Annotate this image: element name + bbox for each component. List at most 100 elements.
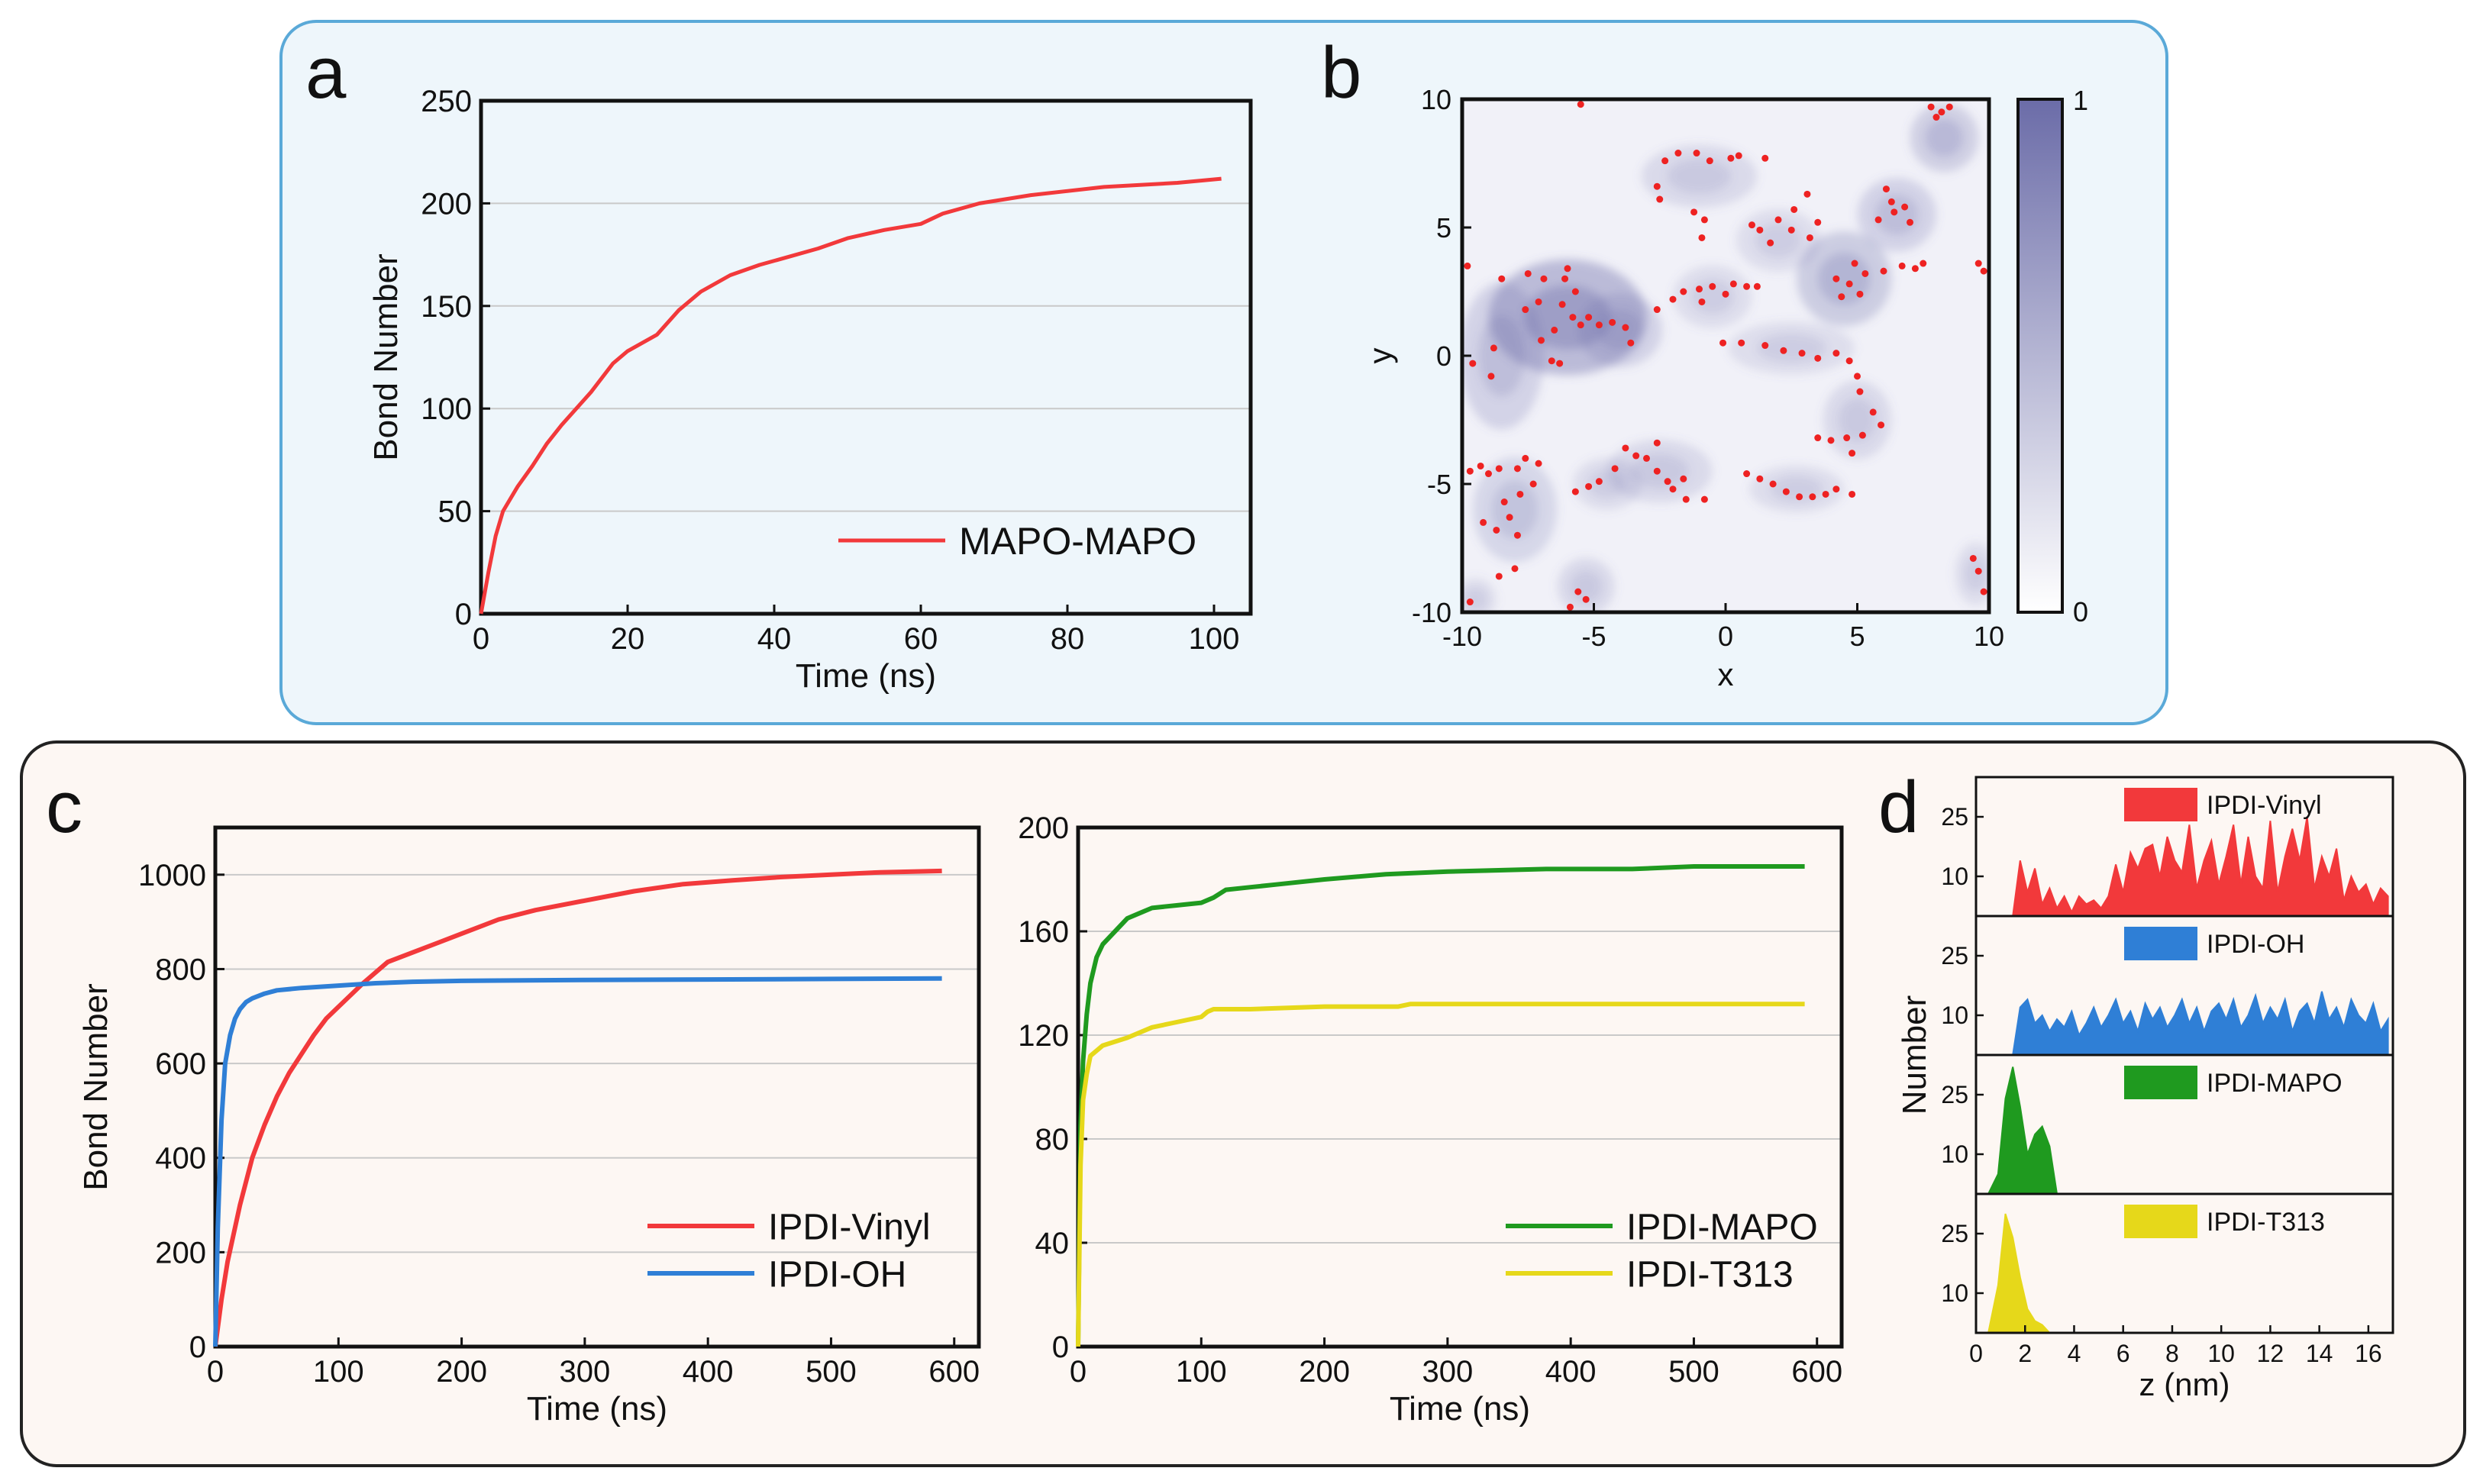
density-point (1595, 478, 1603, 486)
series-line-ipdi-vinyl (213, 868, 942, 1347)
density-point (1878, 421, 1885, 429)
density-point (1782, 488, 1790, 495)
x-tick-label: 0 (1718, 621, 1733, 652)
y-tick-label: 150 (421, 290, 472, 324)
density-point (1700, 495, 1708, 503)
density-point (1882, 186, 1890, 193)
density-blob-core (1667, 159, 1732, 194)
y-tick-label: 250 (421, 85, 472, 118)
x-tick-label: 10 (2207, 1340, 2235, 1367)
density-point (1627, 339, 1635, 347)
density-point (1698, 298, 1706, 305)
density-point (1727, 154, 1735, 162)
density-point (1774, 216, 1782, 224)
density-point (1622, 444, 1629, 452)
x-tick-label: 0 (473, 622, 489, 656)
density-point (1907, 218, 1913, 226)
y-axis-label: Bond Number (367, 253, 405, 460)
density-point (1887, 198, 1895, 205)
x-tick-label: 2 (2018, 1340, 2032, 1367)
x-axis-label: Time (ns) (1390, 1390, 1530, 1428)
density-point (1849, 490, 1856, 498)
y-tick-label: 5 (1436, 212, 1451, 244)
density-blob-core (1874, 194, 1919, 235)
density-point (1495, 573, 1503, 580)
density-point (1874, 216, 1882, 224)
density-point (1719, 339, 1727, 347)
y-tick-label: 10 (1941, 863, 1968, 890)
series-line-ipdi-oh (213, 976, 942, 1347)
y-tick-label: 120 (1018, 1019, 1069, 1053)
density-point (1466, 598, 1474, 606)
x-tick-label: 400 (1545, 1355, 1597, 1389)
density-blob-core (1464, 588, 1487, 611)
y-tick-label: 25 (1941, 1081, 1968, 1108)
legend-label: IPDI-MAPO (1626, 1207, 1818, 1247)
density-point (1756, 226, 1764, 234)
x-tick-label: 0 (1969, 1340, 1983, 1367)
legend-label: IPDI-T313 (1626, 1254, 1794, 1295)
density-point (1490, 344, 1497, 352)
density-point (1767, 239, 1774, 247)
density-point (1696, 286, 1703, 293)
density-point (1806, 234, 1813, 241)
x-tick-label: 10 (1974, 621, 2004, 652)
y-tick-label: 25 (1941, 942, 1968, 969)
y-tick-label: 200 (155, 1236, 206, 1269)
density-point (1769, 480, 1777, 488)
x-tick-label: 5 (1849, 621, 1865, 652)
x-tick-label: 20 (611, 622, 645, 656)
y-tick-label: 400 (155, 1142, 206, 1176)
x-tick-label: 100 (313, 1355, 364, 1389)
density-layer (1462, 103, 1989, 612)
legend-swatch (2124, 788, 2197, 821)
density-point (1682, 495, 1690, 503)
y-tick-label: 1000 (138, 859, 206, 892)
density-point (1898, 262, 1906, 269)
density-point (1493, 526, 1500, 534)
y-tick-label: 25 (1941, 803, 1968, 831)
density-point (1706, 157, 1713, 165)
density-point (1891, 208, 1898, 216)
density-point (1643, 454, 1650, 462)
density-point (1974, 567, 1982, 575)
density-point (1854, 373, 1861, 380)
subplot-frame (1974, 1192, 2394, 1334)
density-point (1480, 518, 1487, 526)
y-tick-label: -10 (1412, 597, 1451, 628)
legend-swatch (2124, 927, 2197, 960)
density-point (1513, 465, 1521, 473)
y-tick-label: 0 (1052, 1331, 1069, 1364)
density-point (1516, 490, 1524, 498)
density-point (1511, 565, 1519, 573)
y-tick-label: 80 (1035, 1123, 1070, 1157)
density-point (1735, 152, 1742, 160)
x-tick-label: 4 (2068, 1340, 2081, 1367)
density-point (1653, 467, 1661, 475)
panel-label-d: d (1878, 766, 1919, 848)
density-point (1856, 290, 1864, 298)
x-tick-label: 6 (2117, 1340, 2130, 1367)
density-point (1656, 195, 1664, 203)
density-point (1571, 288, 1579, 295)
density-point (1843, 434, 1851, 442)
density-point (1787, 226, 1795, 234)
density-point (1858, 431, 1866, 439)
x-tick-label: -5 (1581, 621, 1606, 652)
panel-label-a: a (305, 32, 347, 114)
x-tick-label: 600 (928, 1355, 980, 1389)
density-point (1669, 295, 1677, 303)
density-point (1920, 260, 1927, 267)
density-point (1911, 265, 1919, 273)
legend-label: IPDI-Vinyl (2207, 791, 2322, 820)
x-tick-label: 500 (806, 1355, 857, 1389)
density-point (1729, 280, 1737, 288)
density-point (1861, 269, 1869, 277)
density-point (1822, 490, 1829, 498)
density-point (1585, 482, 1593, 490)
y-tick-label: 10 (1941, 1279, 1968, 1307)
density-point (1524, 269, 1532, 277)
x-tick-label: 80 (1051, 622, 1085, 656)
density-point (1980, 267, 1987, 275)
